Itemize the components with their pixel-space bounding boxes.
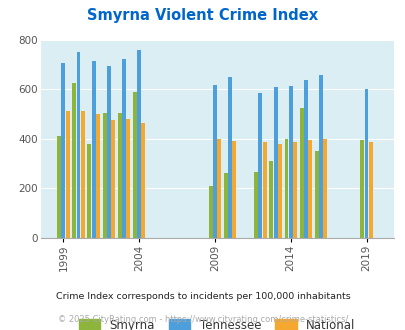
Bar	[57, 136, 61, 238]
Bar	[141, 122, 145, 238]
Bar	[137, 50, 141, 238]
Bar	[254, 172, 258, 238]
Bar	[61, 63, 65, 238]
Text: Smyrna Violent Crime Index: Smyrna Violent Crime Index	[87, 8, 318, 23]
Bar	[92, 61, 95, 238]
Bar	[364, 89, 368, 238]
Bar	[208, 185, 212, 238]
Bar	[318, 75, 322, 238]
Bar	[81, 112, 85, 238]
Bar	[284, 139, 288, 238]
Bar	[107, 66, 111, 238]
Bar	[102, 113, 106, 238]
Bar	[322, 139, 326, 238]
Bar	[307, 140, 311, 238]
Bar	[258, 93, 262, 238]
Bar	[126, 119, 130, 238]
Bar	[213, 85, 216, 238]
Bar	[299, 108, 303, 238]
Bar	[292, 142, 296, 238]
Text: Crime Index corresponds to incidents per 100,000 inhabitants: Crime Index corresponds to incidents per…	[55, 292, 350, 301]
Bar	[269, 161, 273, 238]
Bar	[117, 113, 121, 238]
Bar	[111, 120, 115, 238]
Bar	[303, 81, 307, 238]
Bar	[77, 52, 80, 238]
Bar	[132, 92, 136, 238]
Bar	[273, 87, 277, 238]
Bar	[228, 77, 232, 238]
Bar	[66, 112, 69, 238]
Bar	[314, 151, 318, 238]
Bar	[87, 144, 91, 238]
Bar	[360, 140, 363, 238]
Bar	[288, 86, 292, 238]
Bar	[96, 114, 100, 238]
Bar	[368, 142, 372, 238]
Bar	[72, 83, 76, 238]
Bar	[262, 142, 266, 238]
Legend: Smyrna, Tennessee, National: Smyrna, Tennessee, National	[79, 319, 355, 330]
Bar	[223, 173, 227, 238]
Bar	[122, 59, 126, 238]
Bar	[277, 144, 281, 238]
Bar	[217, 139, 221, 238]
Text: © 2025 CityRating.com - https://www.cityrating.com/crime-statistics/: © 2025 CityRating.com - https://www.city…	[58, 315, 347, 324]
Bar	[232, 141, 236, 238]
